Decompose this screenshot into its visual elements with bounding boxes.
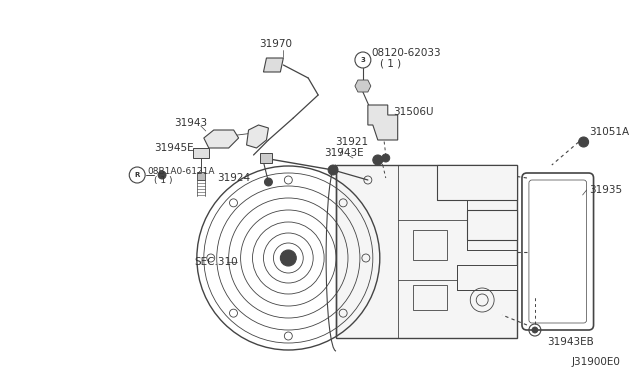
Text: 31051A: 31051A xyxy=(589,127,630,137)
Polygon shape xyxy=(458,265,517,290)
Circle shape xyxy=(373,155,383,165)
Circle shape xyxy=(532,327,538,333)
Polygon shape xyxy=(193,148,209,158)
Text: 31935: 31935 xyxy=(589,185,623,195)
Text: R: R xyxy=(134,172,140,178)
Text: ( 1 ): ( 1 ) xyxy=(380,58,401,68)
Circle shape xyxy=(280,250,296,266)
Text: 31943EB: 31943EB xyxy=(547,337,593,347)
Text: 31921: 31921 xyxy=(335,137,368,147)
Polygon shape xyxy=(246,125,268,148)
Circle shape xyxy=(328,165,338,175)
Polygon shape xyxy=(197,172,205,180)
Polygon shape xyxy=(204,130,239,148)
Circle shape xyxy=(264,178,273,186)
Text: 31943E: 31943E xyxy=(324,148,364,158)
Circle shape xyxy=(382,154,390,162)
Text: 31506U: 31506U xyxy=(393,107,433,117)
Text: J31900E0: J31900E0 xyxy=(572,357,621,367)
Circle shape xyxy=(579,137,589,147)
Text: 31943: 31943 xyxy=(174,118,207,128)
Text: 3: 3 xyxy=(360,57,365,63)
Text: 08120-62033: 08120-62033 xyxy=(372,48,442,58)
Circle shape xyxy=(158,171,166,179)
Text: 31945E: 31945E xyxy=(154,143,194,153)
Text: 31924: 31924 xyxy=(217,173,250,183)
Polygon shape xyxy=(264,58,284,72)
Polygon shape xyxy=(467,210,517,240)
Polygon shape xyxy=(260,153,273,163)
Text: 31970: 31970 xyxy=(259,39,292,49)
Polygon shape xyxy=(355,80,371,92)
Bar xyxy=(336,165,517,338)
Polygon shape xyxy=(368,105,397,140)
Text: SEC.310: SEC.310 xyxy=(195,257,239,267)
Text: 08B1A0-6121A: 08B1A0-6121A xyxy=(147,167,214,176)
Text: ( 1 ): ( 1 ) xyxy=(154,176,173,185)
Polygon shape xyxy=(438,165,517,200)
